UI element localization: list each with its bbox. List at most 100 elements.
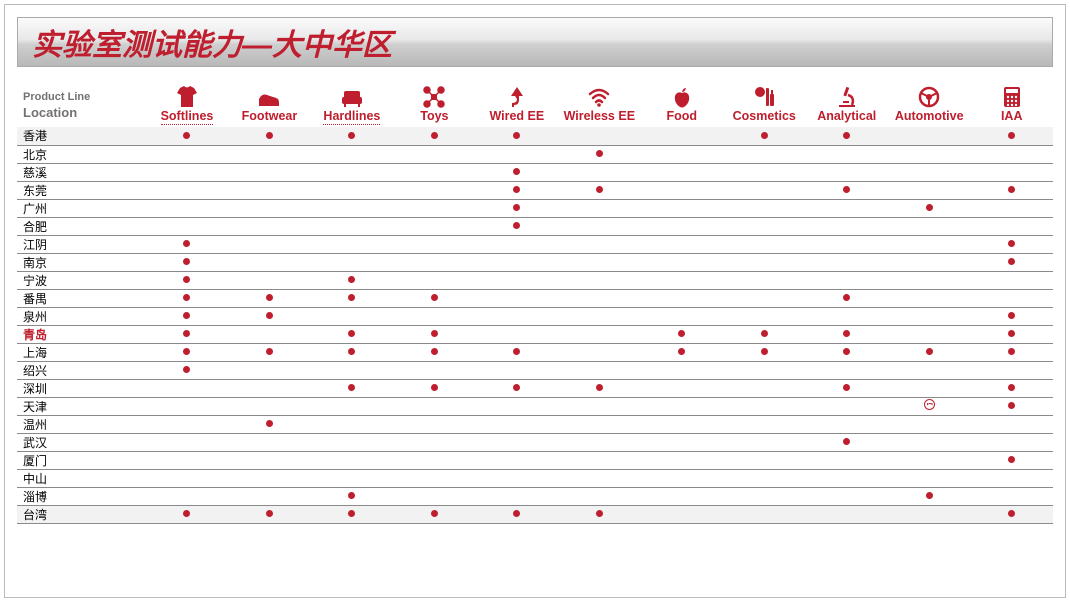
location-cell: 武汉 bbox=[17, 433, 146, 451]
capability-cell bbox=[641, 253, 723, 271]
capability-cell bbox=[476, 415, 558, 433]
capability-cell bbox=[558, 415, 640, 433]
capability-cell bbox=[476, 145, 558, 163]
capability-cell bbox=[393, 379, 475, 397]
capability-cell bbox=[805, 181, 887, 199]
dot-icon bbox=[431, 348, 438, 355]
capability-cell bbox=[228, 253, 310, 271]
capability-cell bbox=[558, 361, 640, 379]
dot-icon bbox=[596, 384, 603, 391]
capability-cell bbox=[393, 181, 475, 199]
capability-cell bbox=[805, 289, 887, 307]
capability-cell bbox=[476, 217, 558, 235]
table-row: 北京 bbox=[17, 145, 1053, 163]
capability-cell bbox=[311, 451, 393, 469]
capability-cell bbox=[146, 235, 228, 253]
capability-cell bbox=[558, 253, 640, 271]
capability-cell bbox=[805, 325, 887, 343]
capability-cell bbox=[641, 181, 723, 199]
location-cell: 香港 bbox=[17, 127, 146, 145]
dot-icon bbox=[183, 348, 190, 355]
table-row: 武汉 bbox=[17, 433, 1053, 451]
capability-cell bbox=[393, 127, 475, 145]
capability-cell bbox=[476, 271, 558, 289]
dot-icon bbox=[266, 312, 273, 319]
dot-icon bbox=[183, 132, 190, 139]
capability-cell bbox=[228, 235, 310, 253]
capability-cell bbox=[970, 343, 1053, 361]
dot-icon bbox=[1008, 510, 1015, 517]
capability-cell bbox=[311, 307, 393, 325]
dot-icon bbox=[266, 510, 273, 517]
dot-icon bbox=[431, 384, 438, 391]
table-row: 香港 bbox=[17, 127, 1053, 145]
col-header-analytical: Analytical bbox=[805, 109, 887, 127]
table-row: 温州 bbox=[17, 415, 1053, 433]
capability-cell bbox=[805, 433, 887, 451]
capability-cell bbox=[476, 397, 558, 415]
dot-icon bbox=[183, 330, 190, 337]
capability-cell bbox=[146, 379, 228, 397]
capability-cell bbox=[476, 361, 558, 379]
capability-cell bbox=[558, 217, 640, 235]
dot-icon bbox=[1008, 330, 1015, 337]
capability-cell bbox=[476, 163, 558, 181]
capability-cell bbox=[723, 379, 805, 397]
capability-cell bbox=[311, 127, 393, 145]
capability-cell bbox=[228, 145, 310, 163]
capability-cell bbox=[888, 487, 970, 505]
capability-cell bbox=[228, 451, 310, 469]
wheel-icon bbox=[888, 85, 970, 109]
capability-cell bbox=[641, 307, 723, 325]
capability-cell bbox=[888, 505, 970, 523]
capability-cell bbox=[723, 127, 805, 145]
capability-cell bbox=[723, 253, 805, 271]
capability-cell bbox=[311, 379, 393, 397]
capability-cell bbox=[476, 253, 558, 271]
capability-cell bbox=[146, 181, 228, 199]
capability-cell bbox=[146, 361, 228, 379]
capability-cell bbox=[228, 271, 310, 289]
capability-cell bbox=[723, 289, 805, 307]
capability-cell bbox=[970, 469, 1053, 487]
dot-icon bbox=[1008, 456, 1015, 463]
capability-cell bbox=[641, 199, 723, 217]
capability-cell bbox=[393, 163, 475, 181]
location-cell: 宁波 bbox=[17, 271, 146, 289]
dot-icon bbox=[926, 492, 933, 499]
capability-cell bbox=[311, 145, 393, 163]
col-header-automotive: Automotive bbox=[888, 109, 970, 127]
capability-cell bbox=[558, 271, 640, 289]
dot-icon bbox=[513, 384, 520, 391]
slide: 实验室测试能力—大中华区 Product LineLocationSoftlin… bbox=[4, 4, 1066, 598]
capability-cell bbox=[558, 163, 640, 181]
table-row: 中山 bbox=[17, 469, 1053, 487]
microscope-icon bbox=[805, 85, 887, 109]
dot-icon bbox=[266, 132, 273, 139]
capability-cell bbox=[558, 325, 640, 343]
dot-icon bbox=[1008, 132, 1015, 139]
location-cell: 温州 bbox=[17, 415, 146, 433]
apple-icon bbox=[641, 85, 723, 109]
capability-cell bbox=[888, 181, 970, 199]
capability-cell bbox=[723, 199, 805, 217]
dot-icon bbox=[843, 384, 850, 391]
dot-icon bbox=[843, 186, 850, 193]
capability-cell bbox=[641, 433, 723, 451]
capability-cell bbox=[970, 145, 1053, 163]
location-cell: 青岛 bbox=[17, 325, 146, 343]
capability-cell bbox=[558, 469, 640, 487]
capability-cell bbox=[970, 271, 1053, 289]
table-row: 天津 bbox=[17, 397, 1053, 415]
dot-icon bbox=[431, 132, 438, 139]
dot-icon bbox=[513, 168, 520, 175]
capability-cell bbox=[476, 505, 558, 523]
table-row: 江阴 bbox=[17, 235, 1053, 253]
capability-cell bbox=[805, 361, 887, 379]
capability-cell bbox=[723, 235, 805, 253]
capability-cell bbox=[970, 127, 1053, 145]
capability-cell bbox=[970, 433, 1053, 451]
capability-cell bbox=[311, 217, 393, 235]
capability-cell bbox=[805, 145, 887, 163]
dot-icon bbox=[843, 438, 850, 445]
